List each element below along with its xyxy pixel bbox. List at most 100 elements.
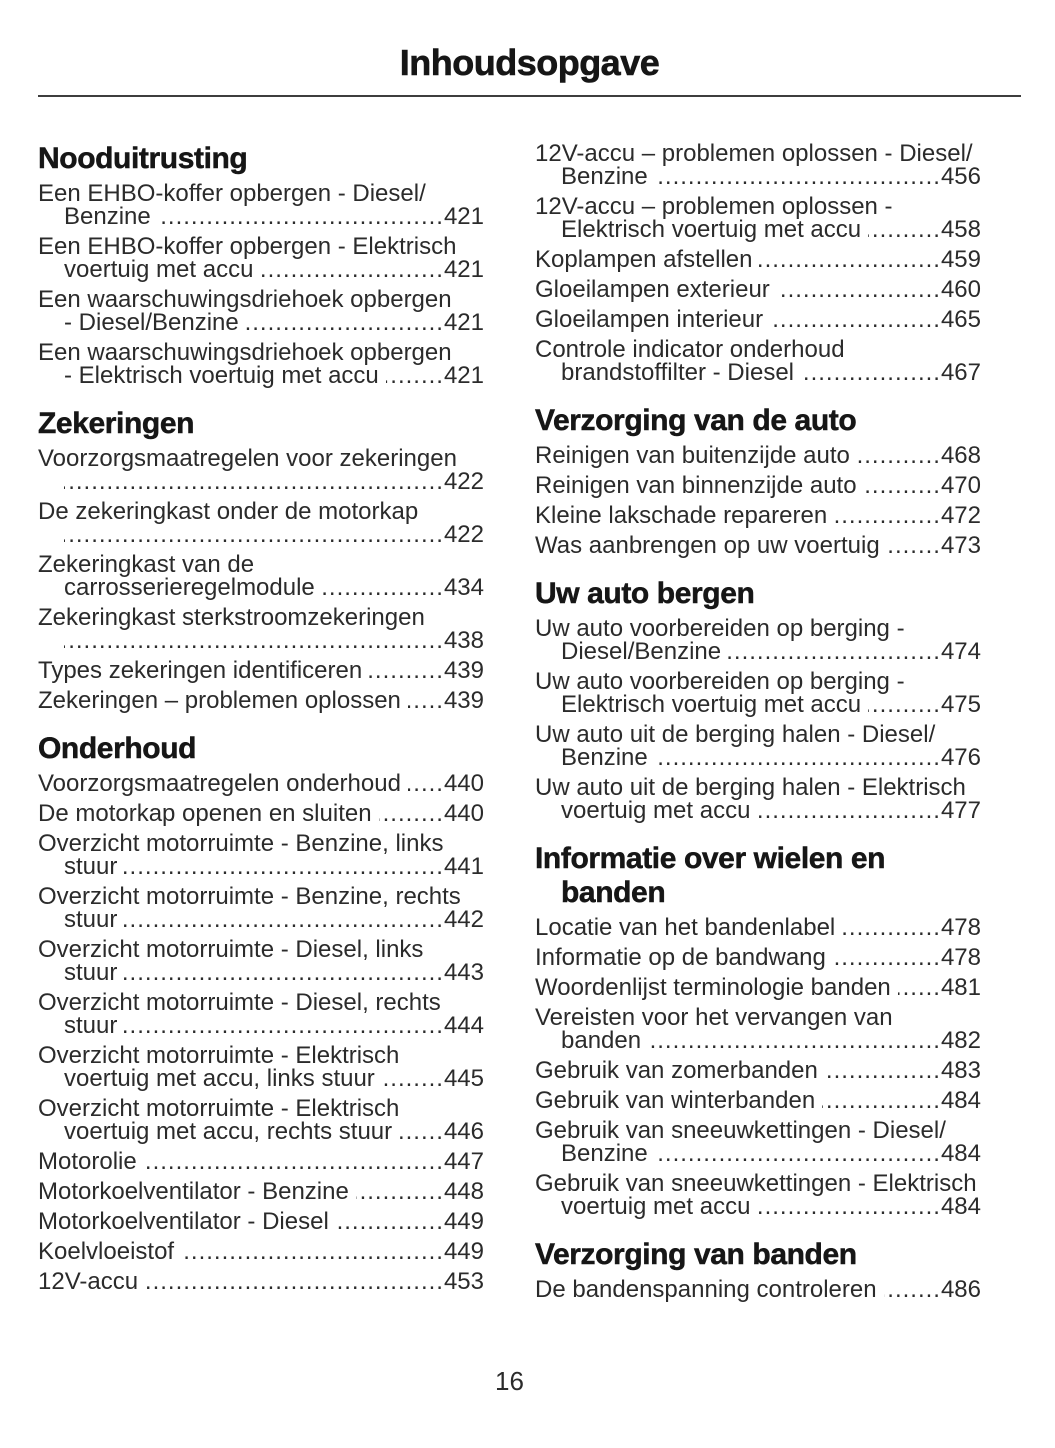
dot-leader: ........................................… xyxy=(124,1014,444,1037)
toc-entry: Reinigen van buitenzijde auto...........… xyxy=(535,442,981,469)
dot-leader: ........................................… xyxy=(321,576,444,599)
dot-leader: ........................................… xyxy=(356,1180,444,1203)
toc-entry-line: Zekeringkast van de xyxy=(38,553,484,577)
toc-entry-text: Gebruik van sneeuwkettingen - Diesel/ xyxy=(535,1117,946,1144)
page-number: 441 xyxy=(443,853,484,880)
section-heading: Informatie over wielen en banden xyxy=(535,842,886,910)
dot-leader: ........................................… xyxy=(655,165,941,188)
page-number: 440 xyxy=(443,800,484,827)
dot-leader: ........................................… xyxy=(728,640,941,663)
toc-entry-text: stuur xyxy=(64,959,118,986)
toc-columns: Nooduitrusting Een EHBO-koffer opbergen -… xyxy=(38,142,981,1308)
toc-entry-line: 12V-accu................................… xyxy=(38,1270,484,1294)
toc-entry-line: Koplampen afstellen.....................… xyxy=(535,246,981,273)
dot-leader: ........................................… xyxy=(856,444,941,467)
toc-entry-text: Gloeilampen exterieur xyxy=(535,276,770,303)
toc-entry-text: Reinigen van binnenzijde auto xyxy=(535,472,857,499)
section-heading: Uw auto bergen xyxy=(535,577,755,611)
dot-leader: ........................................… xyxy=(382,1067,444,1090)
dot-leader: ........................................… xyxy=(868,218,941,241)
dot-leader: ........................................… xyxy=(801,361,941,384)
toc-entry-line: voertuig met accu.......................… xyxy=(535,797,981,824)
page-number: 483 xyxy=(940,1057,981,1084)
toc-section: Informatie over wielen en banden Locatie … xyxy=(535,842,981,1219)
toc-entry-text: voertuig met accu xyxy=(561,797,751,824)
toc-entry-line: - Diesel/Benzine........................… xyxy=(38,309,484,336)
toc-entry-text: Controle indicator onderhoud xyxy=(535,336,845,363)
page-number: 421 xyxy=(443,309,484,336)
toc-entry-line: Controle indicator onderhoud xyxy=(535,336,981,363)
toc-entry-line: Elektrisch voertuig met accu............… xyxy=(535,693,981,717)
toc-entry-line: 12V-accu – problemen oplossen - Diesel/ xyxy=(535,142,981,166)
toc-entry-text: Overzicht motorruimte - Benzine, rechts xyxy=(38,883,461,910)
toc-entry-text: carrosserieregelmodule xyxy=(64,574,315,601)
toc-entry-text: Benzine xyxy=(561,163,648,190)
toc-entry: Zekeringen – problemen oplossen.........… xyxy=(38,687,484,714)
dot-leader: ........................................… xyxy=(842,916,941,939)
toc-entry-line: voertuig met accu.......................… xyxy=(535,1195,981,1219)
dot-leader: ........................................… xyxy=(824,1059,941,1082)
dot-leader: ........................................… xyxy=(757,799,941,822)
toc-entry: Gebruik van sneeuwkettingen - Elektrisch… xyxy=(535,1172,981,1219)
toc-entry: Koplampen afstellen.....................… xyxy=(535,246,981,273)
toc-entry-line: voertuig met accu, rechts stuur.........… xyxy=(38,1120,484,1144)
toc-entry: Voorzorgsmaatregelen voor zekeringen....… xyxy=(38,447,484,495)
toc-entry-text: Benzine xyxy=(64,203,151,230)
page-number: 448 xyxy=(443,1178,484,1205)
page-number: 473 xyxy=(940,532,981,559)
toc-entry-text: Zekeringen – problemen oplossen xyxy=(38,687,401,714)
toc-entry-line: Gebruik van sneeuwkettingen - Elektrisch xyxy=(535,1172,981,1196)
toc-entry-text: voertuig met accu, links stuur xyxy=(64,1065,375,1092)
toc-entry-line: ........................................… xyxy=(38,629,484,653)
dot-leader: ........................................… xyxy=(369,659,444,682)
page-number: 421 xyxy=(443,256,484,283)
dot-leader: ........................................… xyxy=(144,1150,444,1173)
toc-entry-line: banden..................................… xyxy=(535,1029,981,1053)
toc-entry-line: Gebruik van sneeuwkettingen - Diesel/ xyxy=(535,1117,981,1144)
dot-leader: ........................................… xyxy=(408,772,444,795)
toc-entry-text: Motorkoelventilator - Diesel xyxy=(38,1208,329,1235)
dot-leader: ........................................… xyxy=(834,504,941,527)
toc-entry-text: Overzicht motorruimte - Diesel, links xyxy=(38,936,424,963)
dot-leader: ........................................… xyxy=(777,278,941,301)
page-number: 484 xyxy=(940,1087,981,1114)
toc-entry-line: stuur...................................… xyxy=(38,908,484,932)
toc-page: Inhoudsopgave Nooduitrusting Een EHBO-kof… xyxy=(38,42,1021,1308)
toc-entry: Uw auto uit de berging halen - Elektrisc… xyxy=(535,776,981,824)
toc-entry-line: Benzine.................................… xyxy=(535,163,981,190)
dot-leader: ........................................… xyxy=(408,689,444,712)
toc-entry-text: Uw auto voorbereiden op berging - xyxy=(535,668,905,695)
toc-section: Verzorging van de auto Reinigen van buite… xyxy=(535,404,981,559)
toc-entry: Was aanbrengen op uw voertuig...........… xyxy=(535,532,981,559)
toc-entry-text: Een waarschuwingsdriehoek opbergen xyxy=(38,286,452,313)
dot-leader: ........................................… xyxy=(260,258,444,281)
toc-section: Verzorging van banden De bandenspanning c… xyxy=(535,1238,981,1302)
section-heading: Verzorging van banden xyxy=(535,1238,858,1272)
page-number: 460 xyxy=(940,276,981,303)
toc-entry-line: Uw auto voorbereiden op berging - xyxy=(535,617,981,641)
toc-entry-line: Zekeringkast sterkstroomzekeringen xyxy=(38,606,484,630)
toc-entry-line: Motorkoelventilator - Diesel............… xyxy=(38,1208,484,1235)
toc-entry-line: ........................................… xyxy=(38,523,484,547)
dot-leader: ........................................… xyxy=(64,470,444,493)
toc-entry: Gebruik van sneeuwkettingen - Diesel/Ben… xyxy=(535,1117,981,1166)
toc-entry: Controle indicator onderhoud brandstoffil… xyxy=(535,336,981,385)
toc-entry-line: Benzine.................................… xyxy=(535,1142,981,1166)
toc-entry: Overzicht motorruimte - Elektrisch voertu… xyxy=(38,1044,484,1092)
toc-entry-line: Overzicht motorruimte - Diesel, rechts xyxy=(38,991,484,1015)
toc-entry-line: Types zekeringen identificeren..........… xyxy=(38,657,484,684)
dot-leader: ........................................… xyxy=(124,961,444,984)
page-number: 422 xyxy=(443,468,484,495)
toc-entry-line: Vereisten voor het vervangen van xyxy=(535,1006,981,1030)
page-number: 468 xyxy=(940,442,981,469)
toc-entry: Reinigen van binnenzijde auto...........… xyxy=(535,472,981,499)
toc-entry-text: stuur xyxy=(64,1012,118,1039)
toc-entry-line: Uw auto voorbereiden op berging - xyxy=(535,668,981,695)
toc-entry: De motorkap openen en sluiten...........… xyxy=(38,800,484,827)
toc-entry-line: Overzicht motorruimte - Benzine, links xyxy=(38,832,484,856)
toc-entry-text: Types zekeringen identificeren xyxy=(38,657,363,684)
page-number: 459 xyxy=(940,246,981,273)
page-number: 421 xyxy=(443,362,484,389)
page-number: 439 xyxy=(443,687,484,714)
dot-leader: ........................................… xyxy=(655,746,941,769)
